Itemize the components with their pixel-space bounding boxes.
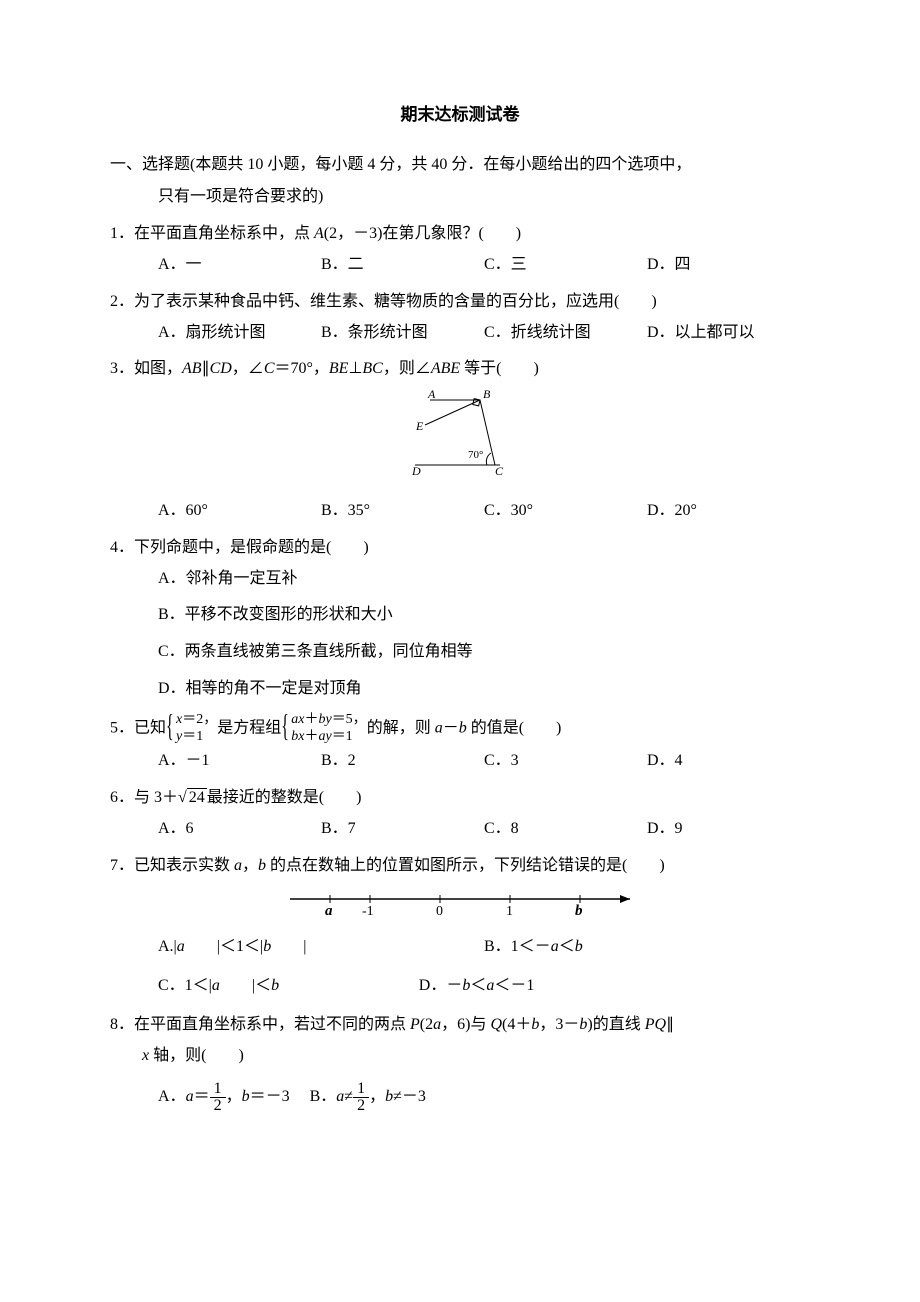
q3-text: 3．如图，AB∥CD，∠C＝70°，BE⊥BC，则∠ABE 等于( ): [110, 355, 810, 384]
q8-opt-b: B．a≠12，b≠－3: [310, 1088, 426, 1105]
q2-opt-b: B．条形统计图: [321, 319, 484, 348]
q1-opt-b: B．二: [321, 251, 484, 280]
q5-opt-b: B．2: [321, 747, 484, 776]
fig-angle: 70°: [468, 449, 483, 461]
q8-opt-a: A．a＝12，b＝－3: [158, 1088, 290, 1105]
q4-opt-b: B．平移不改变图形的形状和大小: [158, 601, 810, 630]
q3-opt-a: A．60°: [158, 497, 321, 526]
section-heading-line1: 一、选择题(本题共 10 小题，每小题 4 分，共 40 分．在每小题给出的四个…: [110, 151, 810, 180]
q2-opt-c: C．折线统计图: [484, 319, 647, 348]
q4-opt-a: A．邻补角一定互补: [158, 565, 810, 594]
section-heading-line2: 只有一项是符合要求的): [110, 183, 810, 212]
question-5: 5．已知x＝2，y＝1是方程组ax＋by＝5，bx＋ay＝1的解，则 a－b 的…: [110, 712, 810, 776]
q3-opt-c: C．30°: [484, 497, 647, 526]
svg-text:1: 1: [506, 904, 513, 917]
q7-opt-b: B．1＜－a＜b: [484, 933, 810, 962]
fig-label-e: E: [415, 419, 424, 433]
question-3: 3．如图，AB∥CD，∠C＝70°，BE⊥BC，则∠ABE 等于( ) A B …: [110, 355, 810, 525]
q5-text: 5．已知x＝2，y＝1是方程组ax＋by＝5，bx＋ay＝1的解，则 a－b 的…: [110, 712, 810, 746]
q6-opt-a: A．6: [158, 815, 321, 844]
q1-opt-a: A．一: [158, 251, 321, 280]
q5-opt-a: A．－1: [158, 747, 321, 776]
question-1: 1．在平面直角坐标系中，点 A(2，－3)在第几象限？( ) A．一 B．二 C…: [110, 220, 810, 280]
q5-opt-d: D．4: [647, 747, 810, 776]
question-8: 8．在平面直角坐标系中，若过不同的两点 P(2a，6)与 Q(4＋b，3－b)的…: [110, 1011, 810, 1114]
q4-text: 4．下列命题中，是假命题的是( ): [110, 534, 810, 563]
q6-opt-b: B．7: [321, 815, 484, 844]
q5-opt-c: C．3: [484, 747, 647, 776]
svg-text:a: a: [325, 903, 333, 917]
q8-text: 8．在平面直角坐标系中，若过不同的两点 P(2a，6)与 Q(4＋b，3－b)的…: [110, 1011, 810, 1040]
q6-opt-d: D．9: [647, 815, 810, 844]
question-4: 4．下列命题中，是假命题的是( ) A．邻补角一定互补 B．平移不改变图形的形状…: [110, 534, 810, 704]
q6-text: 6．与 3＋√24最接近的整数是( ): [110, 784, 810, 813]
question-6: 6．与 3＋√24最接近的整数是( ) A．6 B．7 C．8 D．9: [110, 784, 810, 844]
q7-text: 7．已知表示实数 a，b 的点在数轴上的位置如图所示，下列结论错误的是( ): [110, 852, 810, 881]
fig-label-d: D: [411, 464, 421, 478]
q7-opt-d: D．－b＜a＜－1: [419, 972, 745, 1001]
q7-figure: a -1 0 1 b: [110, 887, 810, 928]
fig-label-a: A: [427, 390, 436, 401]
fig-label-c: C: [495, 464, 504, 478]
q4-opt-c: C．两条直线被第三条直线所截，同位角相等: [158, 638, 810, 667]
q4-opt-d: D．相等的角不一定是对顶角: [158, 675, 810, 704]
q6-opt-c: C．8: [484, 815, 647, 844]
svg-text:0: 0: [436, 904, 443, 917]
q2-opt-a: A．扇形统计图: [158, 319, 321, 348]
q7-opt-c: C．1＜|a |＜b: [158, 972, 419, 1001]
q3-opt-b: B．35°: [321, 497, 484, 526]
fig-label-b: B: [483, 390, 491, 401]
q2-opt-d: D．以上都可以: [647, 319, 810, 348]
q1-opt-d: D．四: [647, 251, 810, 280]
q8-text2: x 轴，则( ): [110, 1042, 810, 1071]
question-2: 2．为了表示某种食品中钙、维生素、糖等物质的含量的百分比，应选用( ) A．扇形…: [110, 288, 810, 348]
q2-text: 2．为了表示某种食品中钙、维生素、糖等物质的含量的百分比，应选用( ): [110, 288, 810, 317]
question-7: 7．已知表示实数 a，b 的点在数轴上的位置如图所示，下列结论错误的是( ) a…: [110, 852, 810, 1001]
q1-opt-c: C．三: [484, 251, 647, 280]
svg-text:b: b: [575, 903, 583, 917]
exam-title: 期末达标测试卷: [110, 100, 810, 131]
q7-opt-a: A.|a |＜1＜|b |: [158, 933, 484, 962]
svg-text:-1: -1: [362, 904, 374, 917]
q3-figure: A B E D C 70°: [110, 390, 810, 491]
q1-text: 1．在平面直角坐标系中，点 A(2，－3)在第几象限？( ): [110, 220, 810, 249]
q3-opt-d: D．20°: [647, 497, 810, 526]
